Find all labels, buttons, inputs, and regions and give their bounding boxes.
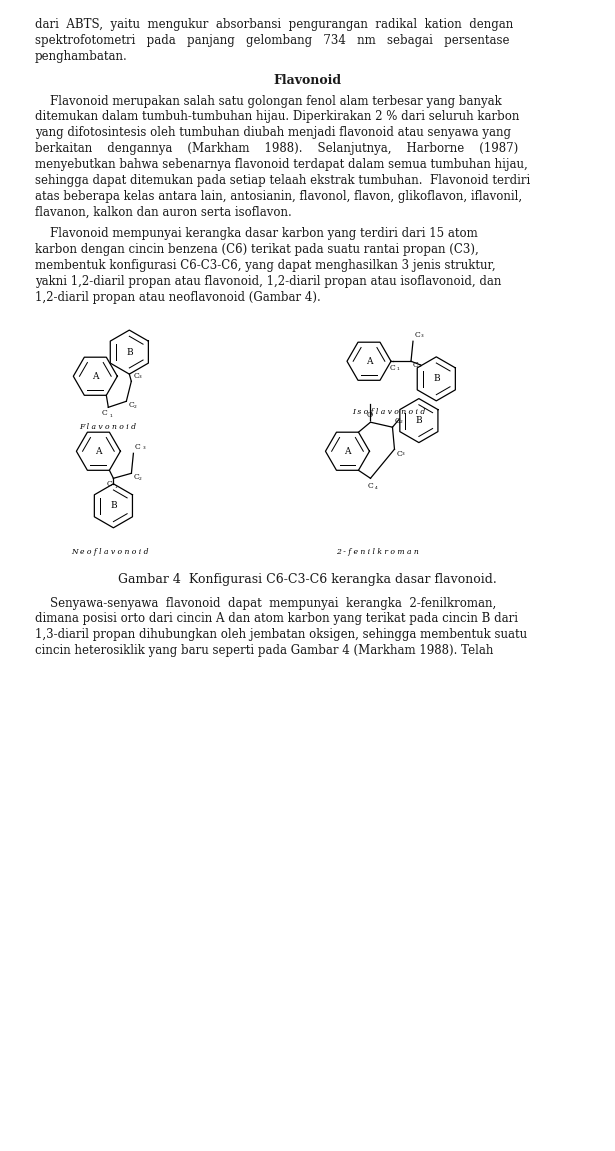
Text: F l a v o n o i d: F l a v o n o i d [79,424,136,432]
Text: N e o f l a v o n o i d: N e o f l a v o n o i d [72,548,149,556]
Text: yakni 1,2-diaril propan atau flavonoid, 1,2-diaril propan atau isoflavonoid, dan: yakni 1,2-diaril propan atau flavonoid, … [35,275,501,288]
Text: atas beberapa kelas antara lain, antosianin, flavonol, flavon, glikoflavon, ifla: atas beberapa kelas antara lain, antosia… [35,190,522,203]
Text: $_2$: $_2$ [400,419,404,426]
Text: $_3$: $_3$ [420,333,424,341]
Text: $_4$: $_4$ [375,485,379,491]
Text: 1,2-diaril propan atau neoflavonoid (Gambar 4).: 1,2-diaril propan atau neoflavonoid (Gam… [35,290,321,304]
Text: I s o f l a v o n o i d: I s o f l a v o n o i d [352,409,426,417]
Text: C: C [106,480,113,488]
Text: $_2$: $_2$ [138,475,143,482]
Text: O: O [367,411,373,419]
Text: C: C [135,443,143,451]
Text: berkaitan    dengannya    (Markham    1988).    Selanjutnya,    Harborne    (198: berkaitan dengannya (Markham 1988). Sela… [35,143,518,155]
Text: A: A [95,447,101,456]
Text: dari  ABTS,  yaitu  mengukur  absorbansi  pengurangan  radikal  kation  dengan: dari ABTS, yaitu mengukur absorbansi pen… [35,18,514,31]
Text: B: B [433,374,440,383]
Text: Flavonoid merupakan salah satu golongan fenol alam terbesar yang banyak: Flavonoid merupakan salah satu golongan … [35,94,502,107]
Text: 1,3-diaril propan dihubungkan oleh jembatan oksigen, sehingga membentuk suatu: 1,3-diaril propan dihubungkan oleh jemba… [35,628,527,641]
Text: B: B [126,348,133,357]
Text: cincin heterosiklik yang baru seperti pada Gambar 4 (Markham 1988). Telah: cincin heterosiklik yang baru seperti pa… [35,645,493,657]
Text: $_1$: $_1$ [114,483,119,490]
Text: C: C [129,402,134,410]
Text: Gambar 4  Konfigurasi C6-C3-C6 kerangka dasar flavonoid.: Gambar 4 Konfigurasi C6-C3-C6 kerangka d… [118,573,497,586]
Text: karbon dengan cincin benzena (C6) terikat pada suatu rantai propan (C3),: karbon dengan cincin benzena (C6) terika… [35,243,478,256]
Text: $_3$: $_3$ [402,451,406,458]
Text: C: C [397,450,402,458]
Text: A: A [344,447,351,456]
Text: penghambatan.: penghambatan. [35,49,128,63]
Text: C: C [390,364,396,372]
Text: Flavonoid mempunyai kerangka dasar karbon yang terdiri dari 15 atom: Flavonoid mempunyai kerangka dasar karbo… [35,227,478,239]
Text: $_3$: $_3$ [138,374,143,381]
Text: A: A [366,357,372,366]
Text: flavanon, kalkon dan auron serta isoflavon.: flavanon, kalkon dan auron serta isoflav… [35,206,292,219]
Text: C: C [133,473,139,481]
Text: C: C [413,361,419,369]
Text: C: C [101,410,107,418]
Text: C: C [368,482,373,490]
Text: $_1$: $_1$ [396,366,400,373]
Text: C: C [415,331,421,340]
Text: B: B [110,502,117,510]
Text: yang difotosintesis oleh tumbuhan diubah menjadi flavonoid atau senyawa yang: yang difotosintesis oleh tumbuhan diubah… [35,127,511,139]
Text: spektrofotometri   pada   panjang   gelombang   734   nm   sebagai   persentase: spektrofotometri pada panjang gelombang … [35,33,509,47]
Text: $_2$: $_2$ [418,364,423,371]
Text: $_3$: $_3$ [140,445,147,452]
Text: $_2$: $_2$ [133,403,138,411]
Text: menyebutkan bahwa sebenarnya flavonoid terdapat dalam semua tumbuhan hijau,: menyebutkan bahwa sebenarnya flavonoid t… [35,158,528,171]
Text: $_1$: $_1$ [109,412,114,419]
Text: dimana posisi orto dari cincin A dan atom karbon yang terikat pada cincin B dari: dimana posisi orto dari cincin A dan ato… [35,612,518,625]
Text: Senyawa-senyawa  flavonoid  dapat  mempunyai  kerangka  2-fenilkroman,: Senyawa-senyawa flavonoid dapat mempunya… [35,596,496,610]
Text: A: A [92,372,98,381]
Text: C: C [394,417,400,425]
Text: sehingga dapat ditemukan pada setiap telaah ekstrak tumbuhan.  Flavonoid terdiri: sehingga dapat ditemukan pada setiap tel… [35,174,530,188]
Text: C: C [133,372,139,380]
Text: membentuk konfigurasi C6-C3-C6, yang dapat menghasilkan 3 jenis struktur,: membentuk konfigurasi C6-C3-C6, yang dap… [35,259,496,272]
Text: ditemukan dalam tumbuh-tumbuhan hijau. Diperkirakan 2 % dari seluruh karbon: ditemukan dalam tumbuh-tumbuhan hijau. D… [35,110,520,123]
Text: B: B [416,417,422,425]
Text: Flavonoid: Flavonoid [274,74,341,86]
Text: 2 - f e n i l k r o m a n: 2 - f e n i l k r o m a n [336,548,419,556]
